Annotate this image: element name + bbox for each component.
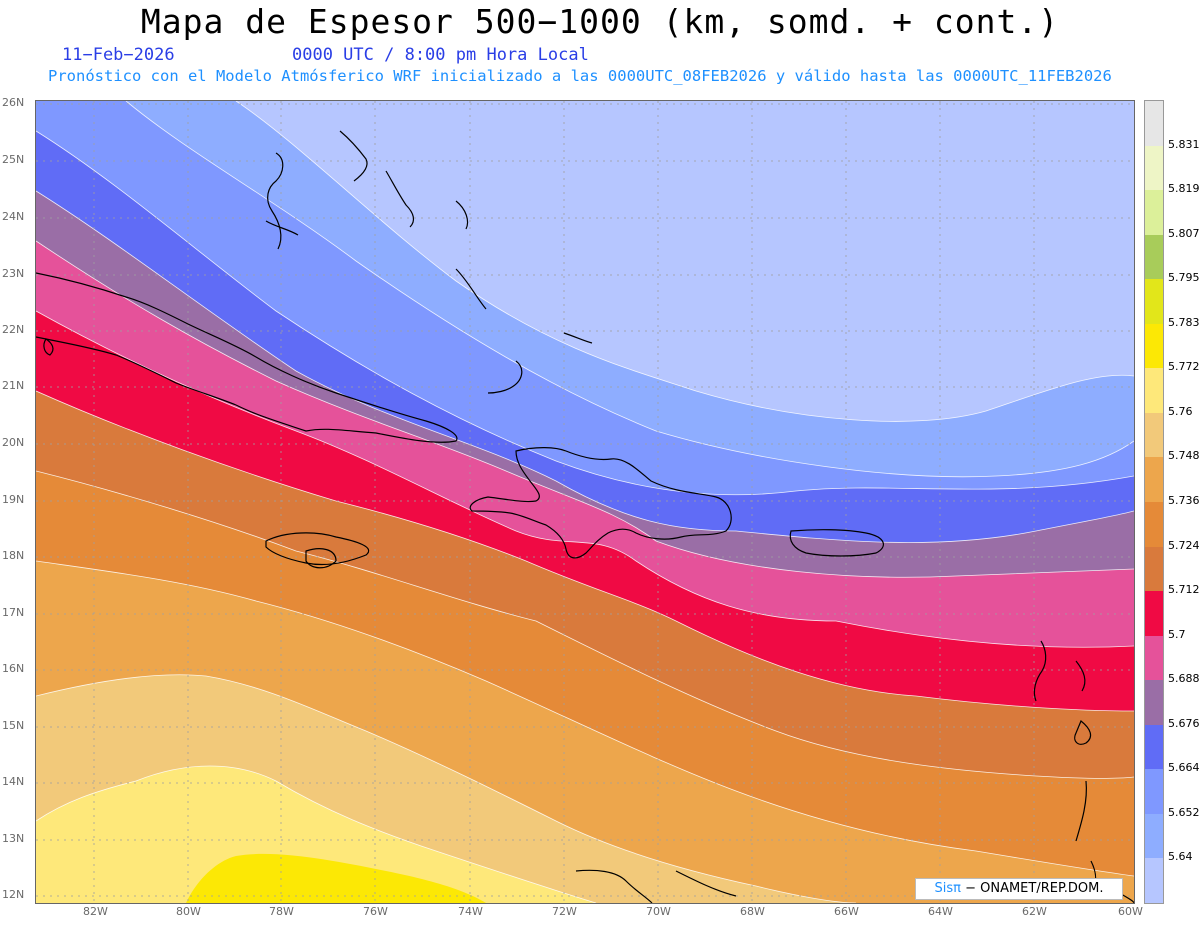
- lat-label: 17N: [2, 606, 25, 619]
- colorbar-label: 5.795: [1168, 271, 1200, 285]
- colorbar-label: 5.807: [1168, 226, 1200, 240]
- lat-label: 15N: [2, 719, 25, 732]
- lat-label: 25N: [2, 153, 25, 166]
- forecast-time: 0000 UTC / 8:00 pm Hora Local: [292, 45, 589, 65]
- coastlines: [36, 130, 1134, 903]
- lat-label: 20N: [2, 436, 25, 449]
- colorbar-segment: [1145, 145, 1163, 191]
- colorbar-segment: [1145, 813, 1163, 859]
- lat-label: 12N: [2, 888, 25, 901]
- colorbar-segment: [1145, 457, 1163, 503]
- colorbar-segment: [1145, 724, 1163, 770]
- colorbar-segment: [1145, 323, 1163, 369]
- lat-label: 18N: [2, 549, 25, 562]
- colorbar-segment: [1145, 680, 1163, 726]
- lon-label: 68W: [740, 905, 765, 918]
- map-title: Mapa de Espesor 500−1000 (km, somd. + co…: [140, 2, 1060, 41]
- colorbar-segment: [1145, 279, 1163, 325]
- colorbar-segment: [1145, 769, 1163, 815]
- model-subtitle: Pronóstico con el Modelo Atmósferico WRF…: [48, 67, 1112, 85]
- lon-label: 76W: [363, 905, 388, 918]
- colorbar-label: 5.652: [1168, 805, 1200, 819]
- lat-label: 24N: [2, 210, 25, 223]
- lon-label: 64W: [928, 905, 953, 918]
- colorbar-segment: [1145, 635, 1163, 681]
- colorbar-label: 5.76: [1168, 404, 1193, 418]
- colorbar-segment: [1145, 190, 1163, 236]
- colorbar-label: 5.819: [1168, 182, 1200, 196]
- lat-label: 26N: [2, 96, 25, 109]
- lon-label: 66W: [834, 905, 859, 918]
- colorbar-segment: [1145, 502, 1163, 548]
- colorbar-label: 5.64: [1168, 850, 1193, 864]
- colorbar-label: 5.676: [1168, 716, 1200, 730]
- colorbar-label: 5.712: [1168, 583, 1200, 597]
- lat-label: 19N: [2, 493, 25, 506]
- colorbar-label: 5.831: [1168, 137, 1200, 151]
- forecast-date: 11−Feb−2026: [62, 45, 175, 65]
- lon-label: 78W: [269, 905, 294, 918]
- map-svg: [36, 101, 1134, 903]
- colorbar-label: 5.7: [1168, 627, 1186, 641]
- lat-label: 23N: [2, 267, 25, 280]
- colorbar-label: 5.724: [1168, 538, 1200, 552]
- colorbar-segment: [1145, 546, 1163, 592]
- credit-box: Sisπ − ONAMET/REP.DOM.: [915, 878, 1123, 900]
- lon-label: 60W: [1118, 905, 1143, 918]
- colorbar-label: 5.748: [1168, 449, 1200, 463]
- colorbar-label: 5.688: [1168, 672, 1200, 686]
- thickness-map: [35, 100, 1135, 904]
- colorbar-label: 5.772: [1168, 360, 1200, 374]
- colorbar-label: 5.736: [1168, 494, 1200, 507]
- credit-brand: Sisπ: [934, 881, 961, 896]
- colorbar-segment: [1145, 101, 1163, 147]
- lon-label: 72W: [552, 905, 577, 918]
- contour-lines: [36, 101, 1134, 903]
- lat-label: 21N: [2, 379, 25, 392]
- lat-label: 14N: [2, 775, 25, 788]
- colorbar-segment: [1145, 858, 1163, 904]
- colorbar-segment: [1145, 591, 1163, 637]
- lon-label: 74W: [458, 905, 483, 918]
- lat-label: 13N: [2, 832, 25, 845]
- band-5.772: [36, 766, 596, 903]
- colorbar-segment: [1145, 412, 1163, 458]
- colorbar-segment: [1145, 234, 1163, 280]
- colorbar: [1144, 100, 1164, 904]
- lat-label: 16N: [2, 662, 25, 675]
- lon-label: 70W: [646, 905, 671, 918]
- colorbar-label: 5.783: [1168, 315, 1200, 329]
- credit-text: − ONAMET/REP.DOM.: [960, 881, 1104, 896]
- lon-label: 80W: [176, 905, 201, 918]
- colorbar-label: 5.664: [1168, 761, 1200, 775]
- lon-label: 82W: [83, 905, 108, 918]
- band-5.783: [186, 853, 486, 903]
- lon-label: 62W: [1022, 905, 1047, 918]
- lat-label: 22N: [2, 323, 25, 336]
- colorbar-segment: [1145, 368, 1163, 414]
